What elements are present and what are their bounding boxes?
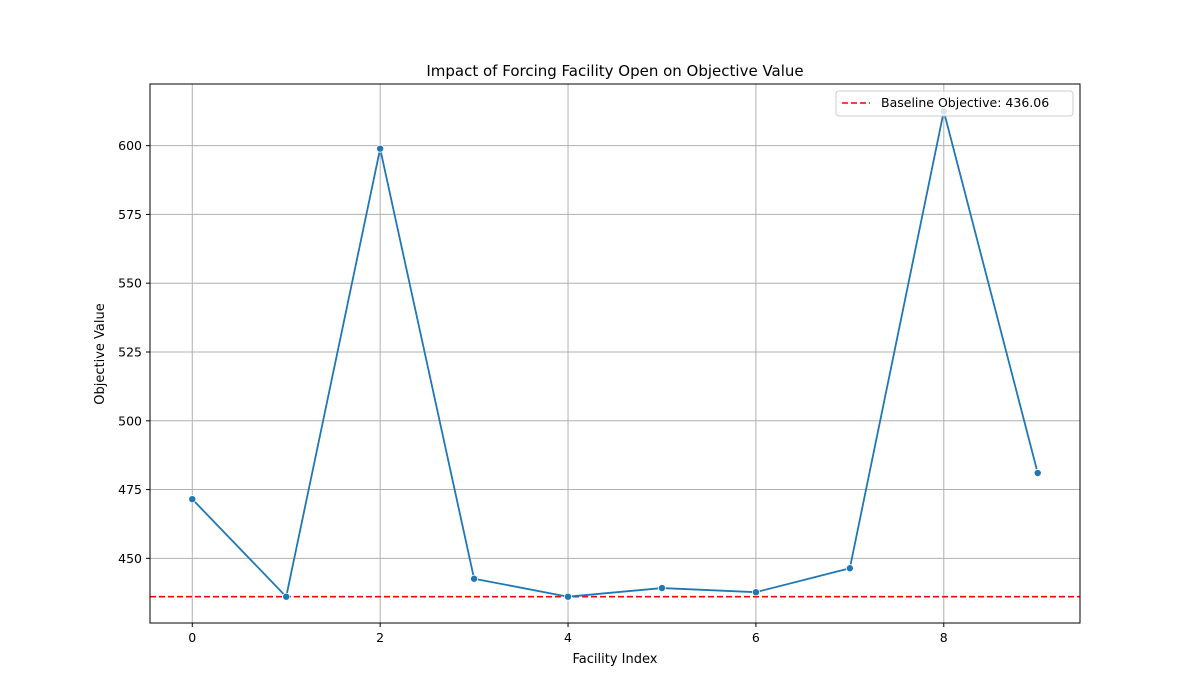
x-tick-label: 6	[752, 630, 760, 645]
ticks: 0 2 4 6 8 450 475 500 525 550 575 600	[118, 138, 948, 645]
data-point	[751, 588, 760, 597]
x-tick-label: 2	[376, 630, 384, 645]
y-tick-label: 475	[118, 482, 142, 497]
data-point	[470, 574, 479, 583]
y-tick-label: 550	[118, 276, 142, 291]
legend-baseline-label: Baseline Objective: 436.06	[881, 95, 1049, 110]
data-point	[1033, 469, 1042, 478]
data-point	[657, 584, 666, 593]
series-line	[191, 110, 1039, 598]
data-point	[376, 144, 385, 153]
grid	[150, 84, 1080, 623]
y-tick-label: 450	[118, 551, 142, 566]
x-tick-label: 0	[188, 630, 196, 645]
x-tick-label: 8	[940, 630, 948, 645]
x-axis-label: Facility Index	[573, 652, 658, 667]
data-point	[564, 592, 573, 601]
x-tick-label: 4	[564, 630, 572, 645]
y-tick-label: 575	[118, 207, 142, 222]
legend-box	[835, 90, 1074, 117]
series-layer	[188, 107, 1042, 601]
data-point	[282, 592, 291, 601]
y-tick-label: 500	[118, 413, 142, 428]
y-axis-label: Objective Value	[93, 303, 108, 404]
plot-frame	[149, 83, 1081, 624]
legend: Baseline Objective: 436.06	[835, 90, 1074, 117]
chart-title: Impact of Forcing Facility Open on Objec…	[426, 62, 803, 80]
y-tick-label: 600	[118, 138, 142, 153]
data-point	[845, 564, 854, 573]
data-point	[188, 495, 197, 504]
y-tick-label: 525	[118, 344, 142, 359]
